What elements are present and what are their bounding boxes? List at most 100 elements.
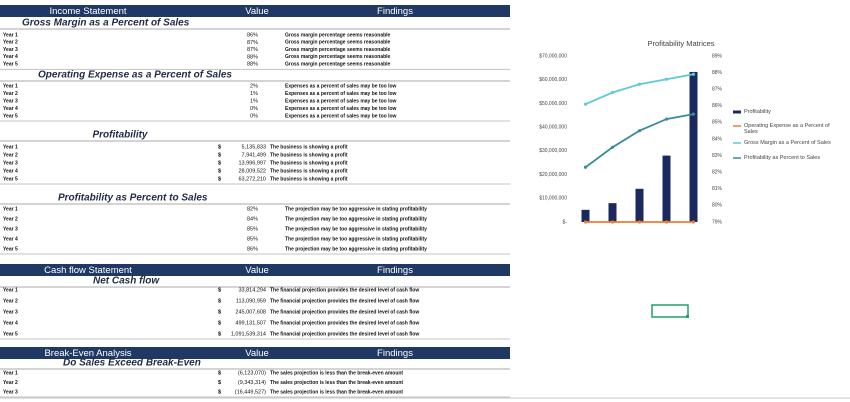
point [664,117,669,121]
value: 1,091,539,314 [231,331,266,337]
row-label: Year 2 [3,216,18,222]
y2-tick-label: 88% [712,70,723,76]
header-cell: Findings [377,265,413,276]
finding: The projection may be too aggressive in … [285,206,427,212]
row-label: Year 1 [3,206,18,212]
currency: $ [218,287,221,293]
value: 245,007,608 [235,309,266,315]
value: 0% [250,106,258,112]
value: 7,941,499 [242,152,266,158]
legend-label: Operating Expense as a Percent of Sales [744,123,830,135]
bar [662,155,671,222]
finding: Expenses as a percent of sales may be to… [285,106,397,112]
row-label: Year 4 [3,320,18,326]
y2-tick-label: 80% [712,203,723,209]
header-bar [0,347,510,359]
value: 499,131,507 [235,320,266,326]
header-cell: Findings [377,348,413,359]
fill-handle [686,315,689,318]
row-label: Year 2 [3,40,18,46]
y-tick-label: $40,000,000 [539,124,567,130]
row-label: Year 3 [3,309,18,315]
currency: $ [218,144,221,150]
bar [635,188,644,222]
currency: $ [218,331,221,337]
value: 5,135,833 [242,144,266,150]
row-label: Year 2 [3,152,18,158]
section-title: Operating Expense as a Percent of Sales [38,70,232,81]
row-label: Year 2 [3,91,18,97]
row-label: Year 1 [3,287,18,293]
y2-tick-label: 83% [712,153,723,159]
currency: $ [218,309,221,315]
y-tick-label: $60,000,000 [539,77,567,83]
row-label: Year 5 [3,176,18,182]
row-label: Year 3 [3,226,18,232]
finding: Gross margin percentage seems reasonable [285,32,391,38]
y-tick-label: $50,000,000 [539,101,567,107]
value: 87% [247,40,258,46]
finding: The financial projection provides the de… [270,331,419,337]
point [610,220,615,224]
y2-tick-label: 82% [712,170,723,176]
point [610,90,615,95]
finding: The projection may be too aggressive in … [285,236,427,242]
point [583,165,588,169]
finding: Gross margin percentage seems reasonable [285,54,391,60]
point [691,72,696,76]
point [637,220,642,224]
y-tick-label: $- [563,219,568,225]
currency: $ [218,298,221,304]
value: 33,814,294 [238,287,266,293]
y-tick-label: $10,000,000 [539,196,567,202]
row-label: Year 1 [3,83,18,89]
finding: The financial projection provides the de… [270,298,419,304]
header-cell: Value [245,348,269,359]
finding: The business is showing a profit [270,144,348,150]
point [664,220,669,224]
y2-tick-label: 85% [712,120,723,126]
finding: The financial projection provides the de… [270,309,419,315]
point [691,220,696,224]
point [610,145,615,149]
finding: Gross margin percentage seems reasonable [285,62,391,68]
value: 1% [250,91,258,97]
row-label: Year 1 [3,32,18,38]
finding: The business is showing a profit [270,152,348,158]
finding: The business is showing a profit [270,176,348,182]
row-label: Year 3 [3,389,18,395]
value: 85% [247,236,258,242]
selected-cell [651,304,689,318]
value: 88% [247,54,258,60]
currency: $ [218,320,221,326]
section-title: Profitability as Percent to Sales [58,193,208,204]
finding: Expenses as a percent of sales may be to… [285,83,397,89]
finding: The projection may be too aggressive in … [285,246,427,252]
section-title: Gross Margin as a Percent of Sales [22,18,190,29]
row-label: Year 4 [3,168,18,174]
row-label: Year 5 [3,113,18,119]
row-label: Year 2 [3,380,18,386]
currency: $ [218,160,221,166]
row-label: Year 5 [3,62,18,68]
point [664,77,669,81]
value: 1% [250,98,258,104]
y-tick-label: $20,000,000 [539,172,567,178]
y-tick-label: $70,000,000 [539,53,567,59]
finding: Expenses as a percent of sales may be to… [285,98,397,104]
row-label: Year 4 [3,236,18,242]
header-cell: Findings [377,6,413,17]
y2-tick-label: 81% [712,186,723,192]
currency: $ [218,380,221,386]
finding: The projection may be too aggressive in … [285,226,427,232]
currency: $ [218,389,221,395]
legend-swatch [733,110,741,114]
point [583,220,588,224]
legend-label: Profitability as Percent to Sales [744,155,821,161]
header-bar [0,5,510,17]
value: 113,090,959 [236,298,266,304]
point [637,82,642,86]
header-bar [0,264,510,276]
